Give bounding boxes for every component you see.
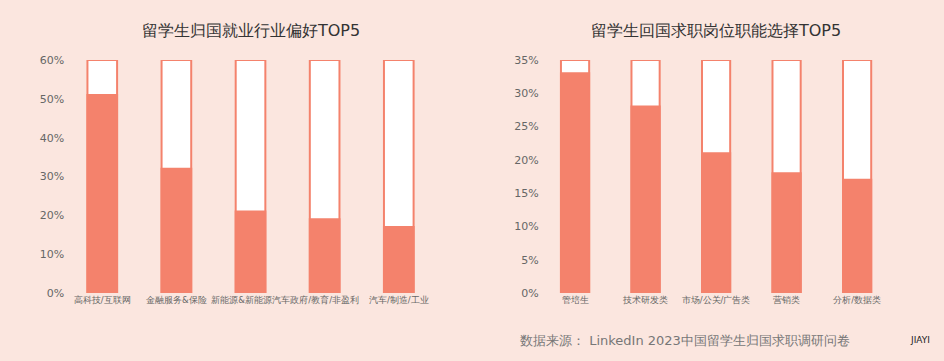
svg-text:30%: 30% xyxy=(514,87,538,100)
svg-text:20%: 20% xyxy=(40,209,64,222)
svg-text:汽车/制造/工业: 汽车/制造/工业 xyxy=(369,295,429,305)
svg-text:管培生: 管培生 xyxy=(562,295,589,305)
svg-text:20%: 20% xyxy=(514,154,538,167)
svg-text:0%: 0% xyxy=(47,287,64,300)
svg-text:营销类: 营销类 xyxy=(773,295,800,305)
svg-text:JIAYI: JIAYI xyxy=(910,335,930,345)
svg-text:高科技/互联网: 高科技/互联网 xyxy=(74,295,131,305)
svg-text:技术研发类: 技术研发类 xyxy=(622,295,668,305)
svg-text:留学生归国就业行业偏好TOP5: 留学生归国就业行业偏好TOP5 xyxy=(142,21,360,40)
svg-text:60%: 60% xyxy=(40,54,64,67)
svg-text:15%: 15% xyxy=(514,187,538,200)
svg-text:分析/数据类: 分析/数据类 xyxy=(833,295,881,305)
svg-text:10%: 10% xyxy=(40,248,64,261)
svg-text:50%: 50% xyxy=(40,93,64,106)
svg-text:30%: 30% xyxy=(40,170,64,183)
svg-text:35%: 35% xyxy=(514,54,538,67)
svg-text:数据来源： LinkedIn 2023中国留学生归国求职调研: 数据来源： LinkedIn 2023中国留学生归国求职调研问卷 xyxy=(520,333,850,348)
svg-text:25%: 25% xyxy=(514,120,538,133)
svg-text:留学生回国求职岗位职能选择TOP5: 留学生回国求职岗位职能选择TOP5 xyxy=(591,21,841,40)
svg-text:政府/教育/非盈利: 政府/教育/非盈利 xyxy=(290,295,359,305)
svg-text:10%: 10% xyxy=(514,220,538,233)
svg-text:5%: 5% xyxy=(521,254,538,267)
svg-text:新能源&新能源汽车: 新能源&新能源汽车 xyxy=(211,295,290,305)
svg-text:40%: 40% xyxy=(40,132,64,145)
svg-text:0%: 0% xyxy=(521,287,538,300)
svg-text:金融服务&保险: 金融服务&保险 xyxy=(146,295,207,305)
svg-text:市场/公关/广告类: 市场/公关/广告类 xyxy=(682,295,751,305)
